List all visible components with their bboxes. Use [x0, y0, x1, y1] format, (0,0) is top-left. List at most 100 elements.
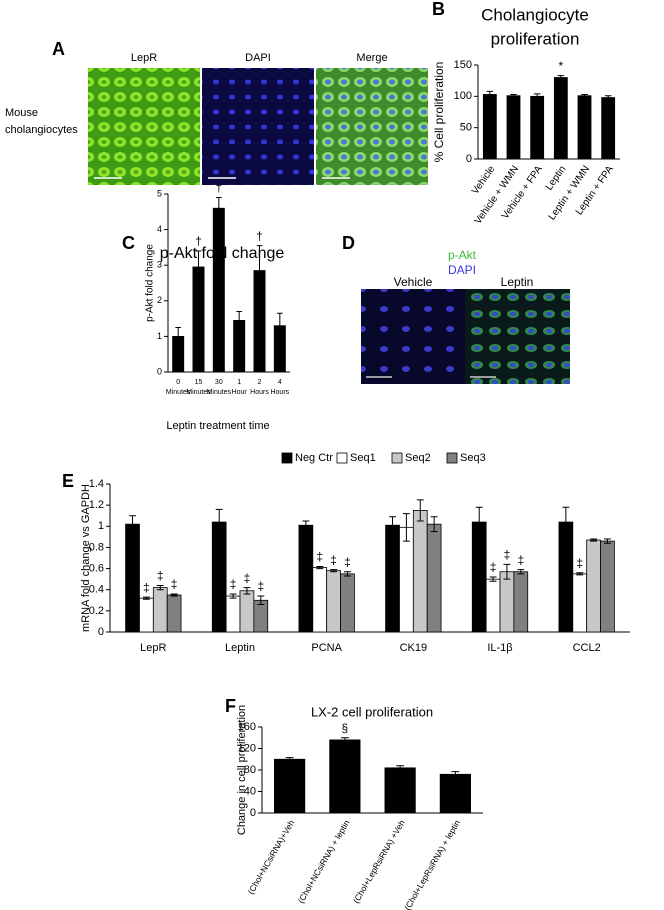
bar [125, 523, 140, 633]
x-tick-label: (Chol+NCsiRNA) + leptin [296, 818, 352, 905]
panel-letter: E [62, 471, 74, 491]
x-tick-label: 0 [176, 379, 180, 386]
error-bar [416, 499, 424, 522]
error-bar [243, 587, 251, 595]
bar [340, 573, 355, 633]
row-label: cholangiocytes [5, 124, 78, 136]
x-axis-label: Leptin treatment time [166, 420, 269, 432]
bar [326, 570, 341, 633]
y-tick-label: 3 [157, 260, 162, 270]
y-tick-label: 2 [157, 295, 162, 305]
bar [553, 77, 568, 160]
x-tick-label: Minutes [207, 389, 232, 396]
x-tick-label: 2 [258, 379, 262, 386]
x-tick-label: Minutes [166, 389, 191, 396]
annotation: ‡ [576, 556, 583, 570]
legend-swatch [336, 452, 348, 464]
error-bar [402, 513, 410, 542]
error-bar [285, 757, 294, 762]
y-tick-label: 0.8 [89, 541, 104, 553]
annotation: ‡ [257, 579, 264, 593]
image-label: DAPI [245, 52, 271, 64]
error-bar [330, 569, 338, 573]
error-bar [475, 506, 483, 538]
x-tick-label: PCNA [311, 642, 342, 654]
bar [439, 773, 471, 814]
bar [239, 590, 255, 633]
annotation: ‡ [517, 553, 524, 567]
error-bar [604, 538, 611, 544]
x-tick-label: CCL2 [573, 642, 601, 654]
y-tick-label: 0 [157, 366, 162, 376]
bar [211, 521, 227, 633]
annotation: ‡ [330, 553, 337, 567]
bar [274, 758, 306, 814]
micrograph [465, 289, 570, 384]
micrograph [88, 68, 200, 185]
error-bar [430, 516, 438, 533]
bar [225, 595, 241, 633]
annotation: § [342, 721, 349, 735]
y-tick-label: 1 [157, 331, 162, 341]
y-tick-label: 1.2 [89, 499, 104, 511]
bar [298, 524, 314, 633]
bar [139, 597, 154, 633]
error-bar [590, 538, 598, 542]
y-axis-label: p-Akt fold change [145, 244, 156, 322]
y-tick-label: 160 [238, 721, 256, 733]
x-tick-label: Leptin [544, 164, 569, 193]
bar [600, 540, 615, 633]
x-tick-label: CK19 [400, 642, 428, 654]
y-tick-label: 50 [460, 122, 472, 134]
bar [499, 571, 515, 633]
error-bar [489, 576, 497, 582]
y-axis-label: % Cell proliferation [432, 62, 446, 163]
error-bar [604, 95, 612, 100]
annotation: ‡ [230, 577, 237, 591]
error-bar [175, 327, 181, 346]
legend-label: Neg Ctr [295, 452, 333, 464]
error-bar [344, 571, 351, 577]
error-bar [316, 565, 324, 570]
y-tick-label: 40 [244, 785, 256, 797]
x-tick-label: LepR [140, 642, 166, 654]
error-bar [156, 584, 164, 591]
annotation: ‡ [490, 560, 497, 574]
y-tick-label: 0 [98, 626, 104, 638]
bar [212, 207, 225, 373]
legend-swatch [281, 452, 293, 464]
micrograph [316, 68, 428, 185]
y-tick-label: 0 [466, 153, 472, 165]
x-tick-label: Hours [270, 389, 289, 396]
bar [412, 510, 428, 633]
image-label: Merge [356, 52, 387, 64]
error-bar [216, 197, 222, 220]
error-bar [486, 90, 494, 99]
bar [530, 95, 545, 160]
y-tick-label: 1 [98, 520, 104, 532]
annotation: ‡ [157, 569, 164, 583]
image-label: LepR [131, 52, 157, 64]
image-label: Vehicle [394, 275, 433, 289]
bar [485, 578, 501, 633]
y-tick-label: 0.4 [89, 584, 104, 596]
error-bar [562, 506, 570, 538]
error-bar [340, 737, 349, 743]
bar [586, 539, 601, 633]
y-tick-label: 4 [157, 224, 162, 234]
x-tick-label: IL-1β [487, 642, 512, 654]
x-tick-label: Leptin [225, 642, 255, 654]
x-tick-label: 30 [215, 379, 223, 386]
y-tick-label: 100 [454, 90, 472, 102]
image-label: Leptin [501, 275, 534, 289]
bar [471, 521, 487, 633]
bar [166, 594, 182, 633]
y-tick-label: 5 [157, 188, 162, 198]
legend-label: Seq3 [460, 452, 486, 464]
bar [513, 571, 529, 633]
error-bar [215, 508, 223, 536]
error-bar [129, 515, 136, 534]
bar [253, 599, 269, 633]
x-tick-label: 1 [237, 379, 241, 386]
error-bar [533, 93, 541, 100]
